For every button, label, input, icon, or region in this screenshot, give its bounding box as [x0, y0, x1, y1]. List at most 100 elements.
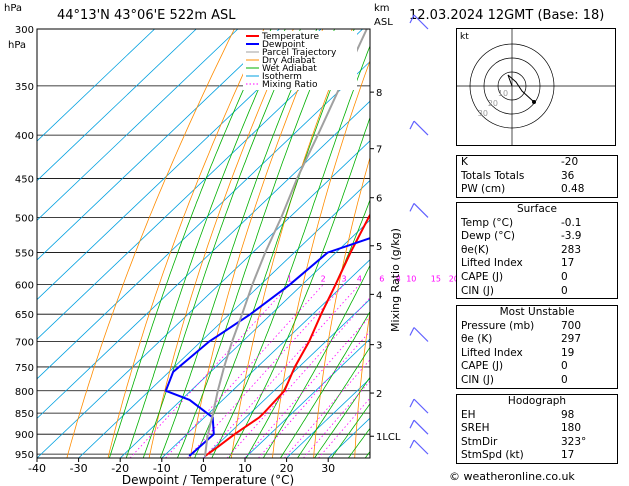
- mixing-ratio-label: 6: [379, 275, 384, 284]
- surface-row: CAPE (J) 0: [457, 271, 617, 285]
- x-tick-label: -10: [153, 462, 171, 475]
- mixing-ratio-line: [226, 297, 370, 458]
- hodograph-param-label: StmSpd (kt): [461, 449, 524, 462]
- dry-adiabat-line: [189, 29, 324, 458]
- datetime-title: 12.03.2024 12GMT (Base: 18): [409, 8, 605, 23]
- dry-adiabat-line: [107, 29, 265, 458]
- mixing-ratio-line: [165, 284, 324, 458]
- wind-barb-flag: [409, 419, 415, 429]
- wind-barb-flag: [409, 439, 415, 449]
- x-tick-label: 30: [321, 462, 335, 475]
- surface-value: 0: [561, 270, 568, 283]
- most-unstable-value: 700: [561, 319, 582, 332]
- hodograph-ring-label: 20: [488, 99, 498, 108]
- x-tick-label: 0: [200, 462, 207, 475]
- wet-adiabat-line: [331, 403, 370, 458]
- surface-row: Dewp (°C) -3.9: [457, 230, 617, 244]
- pressure-tick-label: 850: [15, 409, 34, 420]
- surface-label: Lifted Index: [461, 257, 523, 270]
- x-axis-label: Dewpoint / Temperature (°C): [122, 473, 294, 486]
- legend-label: Wet Adiabat: [262, 64, 317, 74]
- surface-row: Lifted Index 17: [457, 257, 617, 271]
- km-tick-label: 6: [376, 194, 382, 205]
- hodograph-frame: [456, 28, 616, 146]
- legend-label: Dewpoint: [262, 40, 305, 50]
- parcel-trajectory-profile: [204, 29, 368, 457]
- wind-barb-flag: [409, 14, 415, 24]
- pressure-tick-label: 300: [15, 25, 34, 36]
- wet-adiabat-line: [280, 310, 370, 458]
- hodograph-params-box: Hodograph EH 98 SREH 180 StmDir 323° StmSpd (k…: [456, 394, 618, 464]
- x-tick-label: 20: [280, 462, 294, 475]
- most-unstable-value: 19: [561, 346, 575, 359]
- wind-barb: [413, 419, 429, 435]
- most-unstable-box: Most Unstable Pressure (mb) 700 θe (K) 297 L…: [456, 305, 618, 389]
- isotherm-line: [37, 61, 370, 380]
- wet-adiabat-line: [109, 29, 272, 458]
- mixing-ratio-label: 1: [287, 275, 292, 284]
- hodograph-param-row: EH 98: [457, 409, 617, 423]
- surface-label: Temp (°C): [461, 216, 514, 229]
- wet-adiabat-line: [194, 29, 355, 458]
- isotherm-line: [286, 378, 370, 458]
- x-tick-label: -20: [111, 462, 129, 475]
- most-unstable-label: Pressure (mb): [461, 319, 535, 332]
- hodograph-param-label: EH: [461, 408, 476, 421]
- pressure-tick-label: 950: [15, 450, 34, 461]
- isotherm-line: [37, 29, 239, 221]
- index-row: K -20: [457, 156, 617, 170]
- isotherm-line: [161, 259, 370, 458]
- dry-adiabat-line: [66, 29, 235, 458]
- wind-barb-flag: [409, 203, 415, 212]
- surface-box: Surface Temp (°C) -0.1 Dewp (°C) -3.9 θe(K) 2…: [456, 202, 618, 300]
- surface-label: θe(K): [461, 243, 489, 256]
- surface-value: -3.9: [561, 230, 582, 243]
- dry-adiabat-line: [272, 59, 370, 458]
- location-title: 44°13'N 43°06'E 522m ASL: [57, 8, 236, 23]
- index-label: PW (cm): [461, 183, 506, 196]
- pressure-tick-label: 500: [15, 213, 34, 224]
- pressure-tick-label: 800: [15, 387, 34, 398]
- wet-adiabat-line: [142, 29, 301, 458]
- dewpoint-profile: [164, 237, 370, 457]
- km-tick-label: 2: [376, 389, 382, 400]
- isotherm-line: [37, 29, 322, 301]
- surface-row: θe(K) 283: [457, 244, 617, 258]
- pressure-tick-label: 700: [15, 338, 34, 349]
- wind-barb: [413, 398, 429, 414]
- hodograph-kt-label: kt: [460, 32, 469, 42]
- legend-label: Dry Adiabat: [262, 56, 316, 66]
- most-unstable-row: θe (K) 297: [457, 333, 617, 347]
- surface-row: Temp (°C) -0.1: [457, 217, 617, 231]
- index-value: 0.48: [561, 183, 585, 196]
- pressure-tick-label: 600: [15, 281, 34, 292]
- wet-adiabat-line: [262, 264, 370, 458]
- mixing-ratio-line: [284, 359, 370, 458]
- km-tick-label: 4: [376, 290, 382, 301]
- most-unstable-row: Lifted Index 19: [457, 347, 617, 361]
- hodograph-storm-motion: [532, 100, 536, 104]
- most-unstable-value: 0: [561, 373, 568, 386]
- most-unstable-row: CIN (J) 0: [457, 374, 617, 388]
- wet-adiabat-line: [125, 29, 286, 458]
- index-value: -20: [561, 156, 579, 168]
- wind-barb: [413, 14, 429, 30]
- pressure-tick-label: 900: [15, 430, 34, 441]
- wind-barb: [413, 120, 429, 136]
- x-tick-label: -30: [70, 462, 88, 475]
- asl-unit: ASL: [374, 17, 393, 28]
- mixing-ratio-label: 8: [396, 275, 401, 284]
- km-unit: km: [374, 3, 390, 14]
- index-row: PW (cm) 0.48: [457, 183, 617, 197]
- mixing-ratio-label: 10: [406, 275, 416, 284]
- most-unstable-row: CAPE (J) 0: [457, 360, 617, 374]
- mixing-ratio-label: 2: [321, 275, 326, 284]
- legend-label: Parcel Trajectory: [262, 48, 337, 58]
- surface-label: CIN (J): [461, 284, 494, 297]
- hodograph-param-label: SREH: [461, 422, 490, 435]
- wind-barb: [413, 327, 429, 342]
- isotherm-line: [244, 338, 370, 458]
- mixing-ratio-line: [129, 284, 290, 458]
- hodograph-param-row: SREH 180: [457, 422, 617, 436]
- surface-value: 0: [561, 284, 568, 297]
